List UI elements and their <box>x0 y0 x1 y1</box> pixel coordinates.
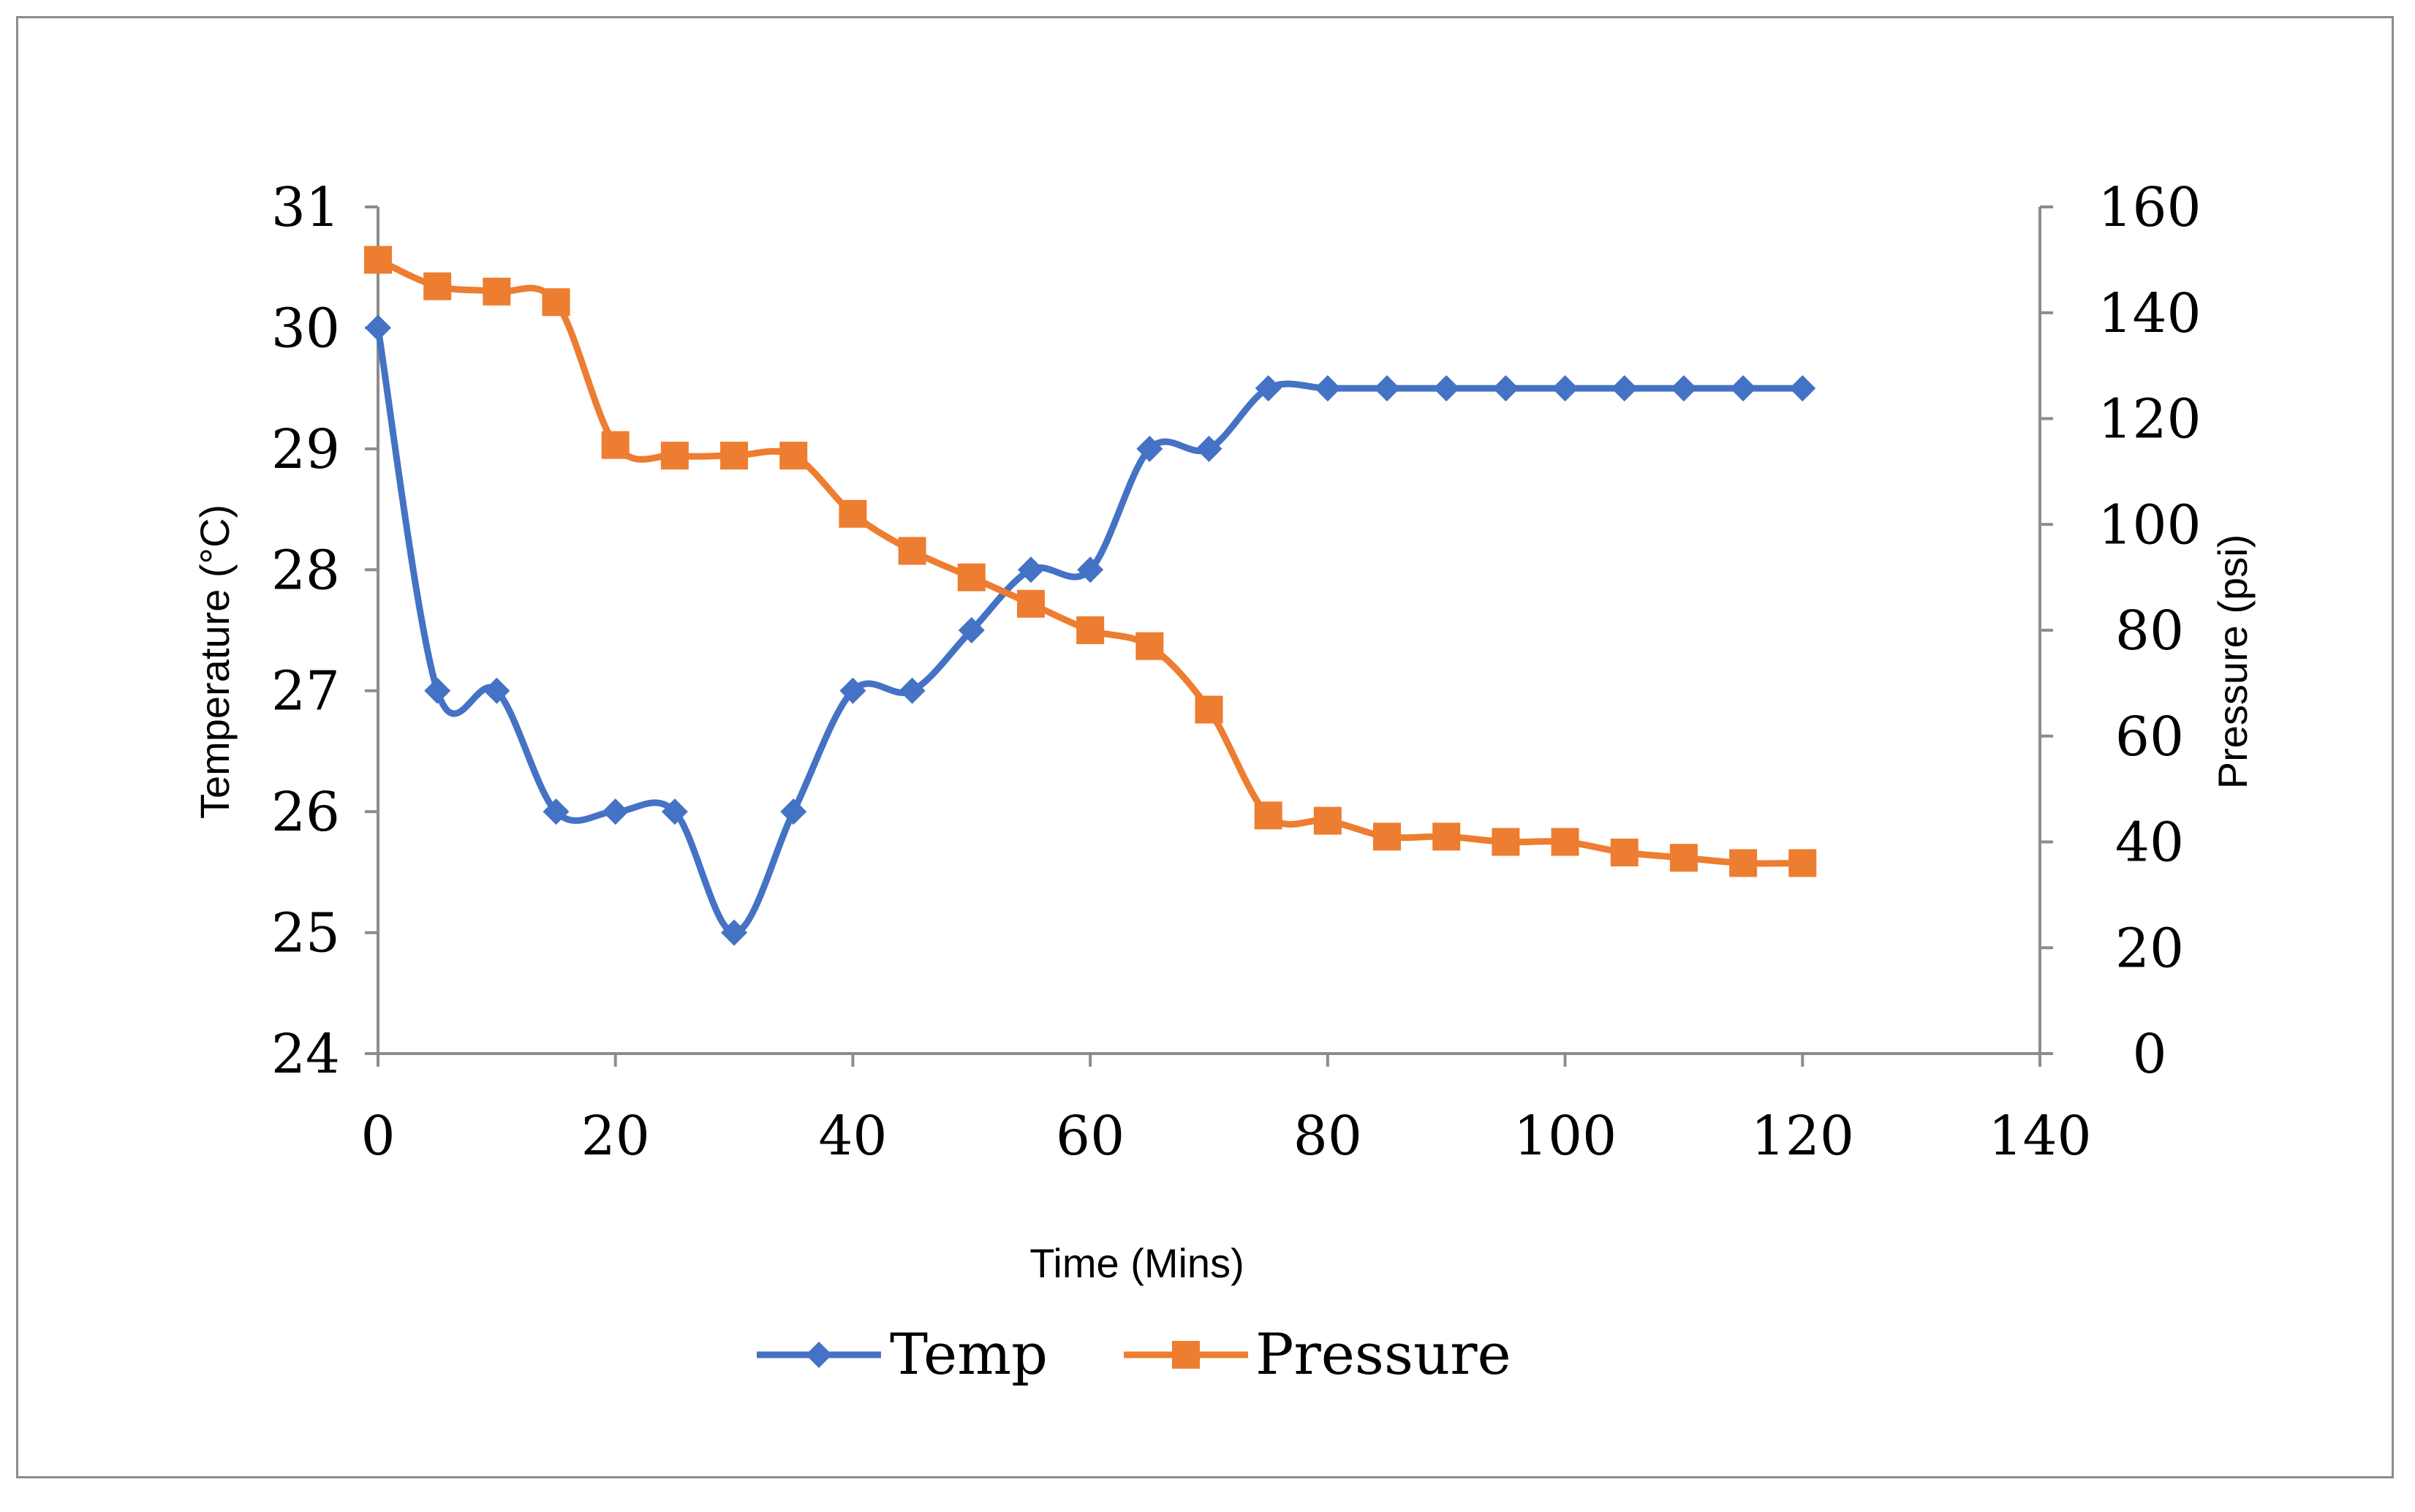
pressure-point <box>364 246 392 274</box>
chart-canvas: 0 20 40 60 80 100 120 140 24 25 26 27 28 29 30 31 0 20 40 6… <box>192 176 2256 1388</box>
y-right-tick-label: 80 <box>2115 600 2184 662</box>
temp-point <box>1730 375 1757 402</box>
temp-point <box>661 798 688 825</box>
temp-point <box>1136 435 1163 462</box>
temp-point <box>839 677 866 704</box>
pressure-point <box>1551 828 1579 856</box>
temp-point <box>899 677 926 704</box>
y-left-tick-label: 29 <box>271 418 340 481</box>
pressure-point <box>1432 823 1461 851</box>
legend-label: Pressure <box>1255 1322 1511 1388</box>
temp-line <box>374 327 1803 937</box>
pressure-point <box>1729 849 1758 877</box>
pressure-point <box>1254 801 1282 830</box>
y-right-tick-label: 40 <box>2115 812 2184 874</box>
temp-point <box>1552 375 1579 402</box>
temp-point <box>1492 375 1519 402</box>
legend-item-pressure: Pressure <box>1124 1322 1511 1388</box>
pressure-point <box>1788 849 1817 877</box>
legend-swatch-marker <box>1172 1341 1200 1369</box>
temp-point <box>1611 375 1638 402</box>
x-tick-label: 20 <box>581 1105 650 1168</box>
y-left-axis-label: Temperature (°C) <box>192 504 238 819</box>
series-layer <box>364 246 1817 946</box>
axes-layer: 0 20 40 60 80 100 120 140 24 25 26 27 28 29 30 31 0 20 40 6… <box>271 176 2202 1168</box>
temp-point <box>424 677 451 704</box>
y-right-tick-label: 100 <box>2098 494 2201 556</box>
pressure-point <box>1492 828 1520 856</box>
chart-frame: 0 20 40 60 80 100 120 140 24 25 26 27 28 29 30 31 0 20 40 6… <box>16 16 2394 1478</box>
y-left-tick-label: 25 <box>271 902 340 965</box>
legend: Temp Pressure <box>757 1322 1511 1388</box>
pressure-point <box>839 499 867 528</box>
pressure-point <box>1135 632 1164 660</box>
y-left-tick-label: 24 <box>271 1023 340 1086</box>
pressure-point <box>542 288 570 317</box>
temp-point <box>602 798 629 825</box>
y-right-tick-label: 0 <box>2132 1023 2166 1086</box>
temp-point <box>721 919 748 946</box>
y-right-axis-label: Pressure (psi) <box>2210 534 2256 790</box>
pressure-point <box>720 442 749 470</box>
x-axis-label: Time (Mins) <box>1029 1240 1244 1286</box>
x-tick-label: 140 <box>1988 1105 2091 1168</box>
pressure-point <box>957 563 986 591</box>
temp-point <box>1314 375 1341 402</box>
temp-point <box>1433 375 1460 402</box>
x-tick-label: 80 <box>1293 1105 1362 1168</box>
y-right-tick-label: 160 <box>2098 176 2201 239</box>
pressure-point <box>1313 806 1342 835</box>
pressure-point <box>1016 589 1045 618</box>
legend-label: Temp <box>890 1322 1048 1388</box>
pressure-point <box>423 272 452 300</box>
temp-point <box>1670 375 1697 402</box>
pressure-point <box>898 537 926 565</box>
temp-point <box>365 314 391 341</box>
temp-point <box>483 677 510 704</box>
temp-point <box>1255 375 1282 402</box>
y-right-tick-label: 60 <box>2115 706 2184 768</box>
y-left-tick-label: 28 <box>271 539 340 602</box>
pressure-point <box>601 431 630 459</box>
x-tick-label: 100 <box>1513 1105 1617 1168</box>
pressure-point <box>660 442 689 470</box>
temp-point <box>1195 435 1222 462</box>
x-tick-label: 40 <box>818 1105 887 1168</box>
x-tick-label: 120 <box>1751 1105 1854 1168</box>
temp-point <box>780 798 807 825</box>
y-right-tick-label: 120 <box>2098 388 2201 451</box>
temp-point <box>1017 556 1044 583</box>
legend-swatch-marker <box>806 1342 832 1368</box>
temp-point <box>1789 375 1816 402</box>
pressure-point <box>779 442 808 470</box>
pressure-point <box>1669 844 1698 872</box>
pressure-point <box>1195 695 1223 724</box>
y-left-tick-label: 26 <box>271 781 340 844</box>
pressure-point <box>1610 838 1639 866</box>
temp-point <box>1374 375 1401 402</box>
temp-point <box>958 617 985 643</box>
pressure-point <box>483 277 511 306</box>
temp-point <box>543 798 570 825</box>
legend-item-temp: Temp <box>757 1322 1048 1388</box>
y-right-tick-label: 140 <box>2098 282 2201 345</box>
y-left-tick-label: 31 <box>271 176 340 239</box>
pressure-point <box>1076 616 1105 644</box>
series-temp <box>365 314 1816 946</box>
y-left-tick-label: 27 <box>271 660 340 723</box>
x-tick-label: 0 <box>360 1105 395 1168</box>
temp-point <box>1077 556 1104 583</box>
pressure-point <box>1373 823 1402 851</box>
x-tick-label: 60 <box>1056 1105 1125 1168</box>
y-left-tick-label: 30 <box>271 297 340 360</box>
y-right-tick-label: 20 <box>2115 917 2184 980</box>
series-pressure <box>364 246 1817 877</box>
